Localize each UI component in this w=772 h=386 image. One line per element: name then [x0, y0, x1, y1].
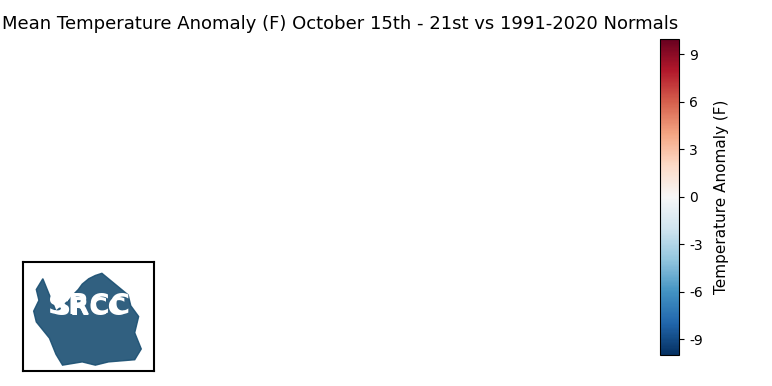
- Text: SRCC: SRCC: [48, 292, 130, 320]
- Text: SRCC: SRCC: [52, 296, 126, 320]
- Text: Mean Temperature Anomaly (F) October 15th - 21st vs 1991-2020 Normals: Mean Temperature Anomaly (F) October 15t…: [2, 15, 678, 34]
- Y-axis label: Temperature Anomaly (F): Temperature Anomaly (F): [714, 100, 729, 294]
- Polygon shape: [34, 273, 141, 365]
